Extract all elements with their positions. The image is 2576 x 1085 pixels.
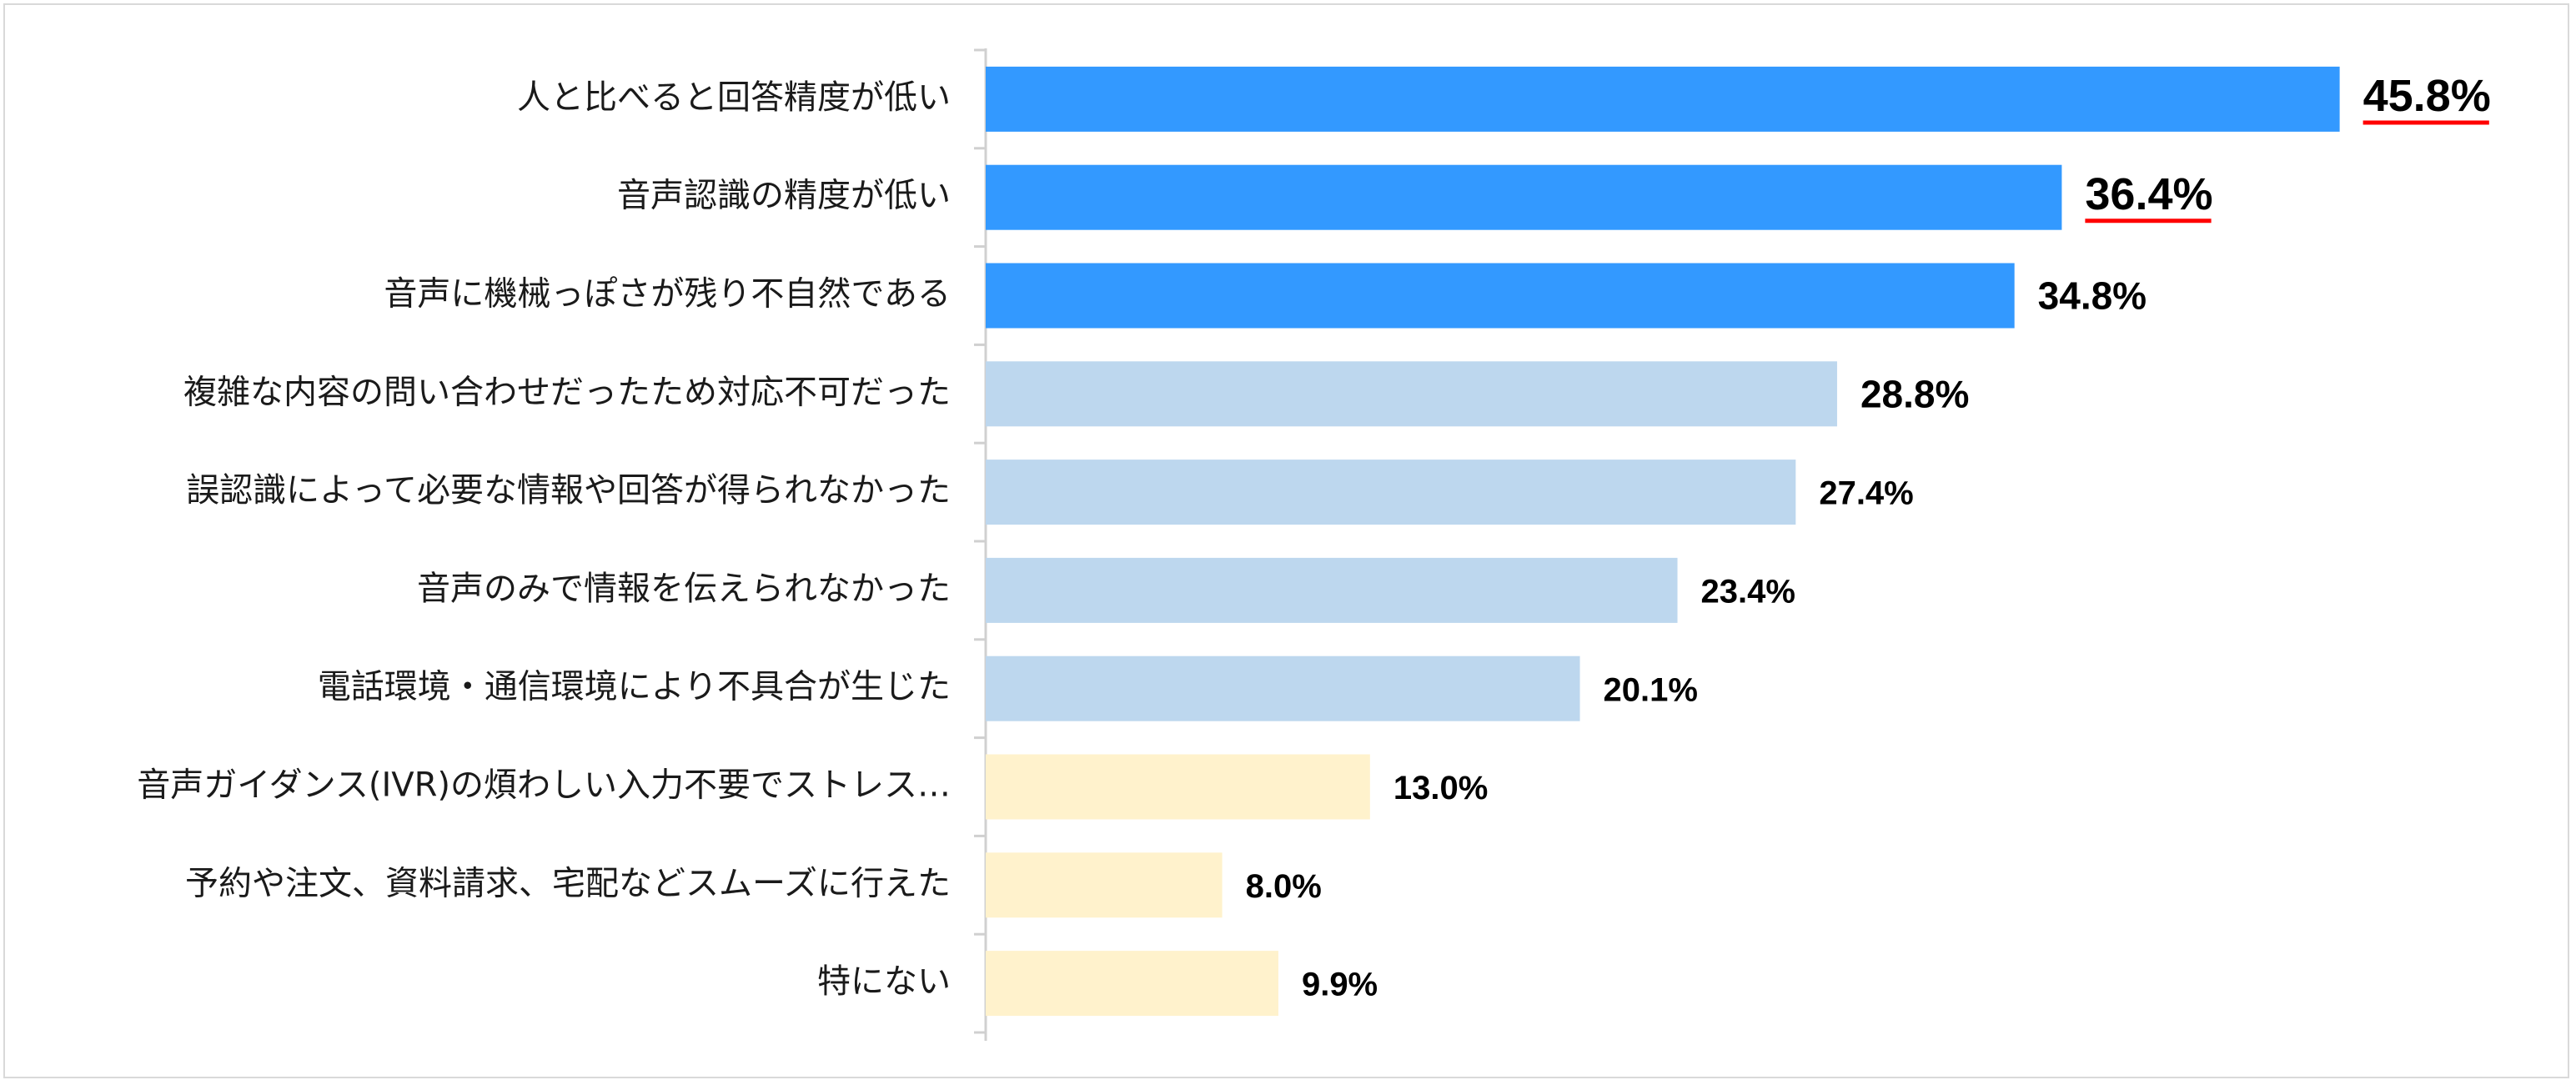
bar: [986, 263, 2015, 329]
value-label: 28.8%: [1860, 372, 1969, 415]
value-label: 8.0%: [1246, 868, 1322, 905]
value-label: 45.8%: [2363, 71, 2491, 121]
bar: [986, 754, 1370, 820]
value-label: 20.1%: [1604, 671, 1698, 708]
category-label: 電話環境・通信環境により不具合が生じた: [318, 668, 951, 706]
category-label: 複雑な内容の問い合わせだったため対応不可だった: [183, 373, 951, 411]
bar: [986, 951, 1278, 1017]
bar: [986, 164, 2062, 230]
bars-layer: [986, 66, 2340, 1017]
bar: [986, 557, 1678, 623]
category-label: 人と比べると回答精度が低い: [517, 78, 951, 117]
value-label: 27.4%: [1819, 475, 1913, 512]
category-label: 誤認識によって必要な情報や回答が得られなかった: [186, 471, 951, 510]
value-label: 13.0%: [1393, 770, 1488, 806]
category-label: 音声のみで情報を伝えられなかった: [417, 570, 951, 608]
labels-layer: 人と比べると回答精度が低い 45.8% 音声認識の精度が低い 36.4% 音声に機械っぽ…: [137, 71, 2491, 1002]
bar: [986, 852, 1223, 918]
bar: [986, 460, 1796, 525]
value-label: 9.9%: [1302, 967, 1378, 1003]
category-label: 音声認識の精度が低い: [617, 177, 951, 215]
category-label: 音声に機械っぽさが残り不自然である: [384, 275, 951, 314]
value-label: 23.4%: [1701, 573, 1795, 610]
bar: [986, 66, 2340, 132]
category-label: 予約や注文、資料請求、宅配などスムーズに行えた: [185, 864, 951, 902]
bar: [986, 656, 1580, 721]
category-label: 音声ガイダンス(IVR)の煩わしい入力不要でストレス…: [137, 766, 951, 805]
bar: [986, 361, 1837, 427]
category-label: 特にない: [817, 962, 951, 1001]
value-label: 34.8%: [2038, 274, 2147, 318]
value-label: 36.4%: [2085, 169, 2212, 219]
axis-layer: [974, 48, 987, 1041]
